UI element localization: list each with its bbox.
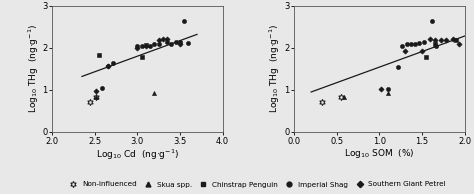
Legend: Non-influenced, Skua spp., Chinstrap Penguin, Imperial Shag, Southern Giant Petr: Non-influenced, Skua spp., Chinstrap Pen… bbox=[63, 178, 449, 190]
Y-axis label: Log$_{10}$ THg  (ng·g$^{-1}$): Log$_{10}$ THg (ng·g$^{-1}$) bbox=[268, 24, 283, 113]
Y-axis label: Log$_{10}$ THg  (ng·g$^{-1}$): Log$_{10}$ THg (ng·g$^{-1}$) bbox=[26, 24, 40, 113]
X-axis label: Log$_{10}$ Cd  (ng·g$^{-1}$): Log$_{10}$ Cd (ng·g$^{-1}$) bbox=[96, 147, 179, 162]
X-axis label: Log$_{10}$ SOM  (%): Log$_{10}$ SOM (%) bbox=[344, 147, 415, 160]
